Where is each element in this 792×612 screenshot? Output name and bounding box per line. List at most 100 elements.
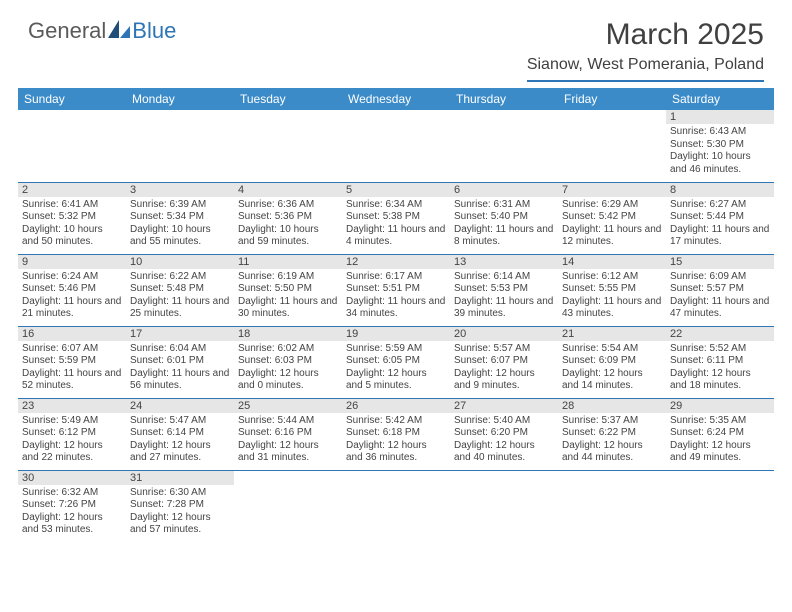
day-body: Sunrise: 5:44 AMSunset: 6:16 PMDaylight:… bbox=[234, 413, 342, 469]
sunrise-text: Sunrise: 6:19 AM bbox=[238, 271, 338, 284]
calendar-cell: 22Sunrise: 5:52 AMSunset: 6:11 PMDayligh… bbox=[666, 326, 774, 398]
day-body: Sunrise: 5:54 AMSunset: 6:09 PMDaylight:… bbox=[558, 341, 666, 397]
sunrise-text: Sunrise: 6:04 AM bbox=[130, 343, 230, 356]
calendar-row: 16Sunrise: 6:07 AMSunset: 5:59 PMDayligh… bbox=[18, 326, 774, 398]
daylight-text: Daylight: 11 hours and 21 minutes. bbox=[22, 296, 122, 321]
daylight-text: Daylight: 11 hours and 47 minutes. bbox=[670, 296, 770, 321]
day-number: 21 bbox=[558, 327, 666, 341]
calendar-cell: 16Sunrise: 6:07 AMSunset: 5:59 PMDayligh… bbox=[18, 326, 126, 398]
day-body: Sunrise: 6:09 AMSunset: 5:57 PMDaylight:… bbox=[666, 269, 774, 325]
sunset-text: Sunset: 5:32 PM bbox=[22, 211, 122, 224]
day-body: Sunrise: 5:42 AMSunset: 6:18 PMDaylight:… bbox=[342, 413, 450, 469]
sunset-text: Sunset: 5:38 PM bbox=[346, 211, 446, 224]
calendar-cell: 21Sunrise: 5:54 AMSunset: 6:09 PMDayligh… bbox=[558, 326, 666, 398]
day-number: 10 bbox=[126, 255, 234, 269]
calendar-cell: 28Sunrise: 5:37 AMSunset: 6:22 PMDayligh… bbox=[558, 398, 666, 470]
sunrise-text: Sunrise: 6:09 AM bbox=[670, 271, 770, 284]
sunset-text: Sunset: 7:26 PM bbox=[22, 499, 122, 512]
sunrise-text: Sunrise: 6:43 AM bbox=[670, 126, 770, 139]
day-body: Sunrise: 6:27 AMSunset: 5:44 PMDaylight:… bbox=[666, 197, 774, 253]
daylight-text: Daylight: 12 hours and 36 minutes. bbox=[346, 440, 446, 465]
calendar-cell: 1Sunrise: 6:43 AMSunset: 5:30 PMDaylight… bbox=[666, 110, 774, 182]
calendar-cell: 8Sunrise: 6:27 AMSunset: 5:44 PMDaylight… bbox=[666, 182, 774, 254]
logo-text-general: General bbox=[28, 18, 106, 44]
weekday-header: Sunday bbox=[18, 88, 126, 110]
calendar-cell: 11Sunrise: 6:19 AMSunset: 5:50 PMDayligh… bbox=[234, 254, 342, 326]
calendar-cell: 25Sunrise: 5:44 AMSunset: 6:16 PMDayligh… bbox=[234, 398, 342, 470]
daylight-text: Daylight: 12 hours and 14 minutes. bbox=[562, 368, 662, 393]
calendar-cell: 19Sunrise: 5:59 AMSunset: 6:05 PMDayligh… bbox=[342, 326, 450, 398]
sunset-text: Sunset: 6:20 PM bbox=[454, 427, 554, 440]
day-body: Sunrise: 6:30 AMSunset: 7:28 PMDaylight:… bbox=[126, 485, 234, 541]
weekday-header: Wednesday bbox=[342, 88, 450, 110]
weekday-header-row: Sunday Monday Tuesday Wednesday Thursday… bbox=[18, 88, 774, 110]
calendar-cell: 9Sunrise: 6:24 AMSunset: 5:46 PMDaylight… bbox=[18, 254, 126, 326]
sunset-text: Sunset: 6:03 PM bbox=[238, 355, 338, 368]
header: GeneralBlue March 2025 Sianow, West Pome… bbox=[0, 0, 792, 88]
sunrise-text: Sunrise: 6:27 AM bbox=[670, 199, 770, 212]
sunset-text: Sunset: 5:42 PM bbox=[562, 211, 662, 224]
sunset-text: Sunset: 5:40 PM bbox=[454, 211, 554, 224]
calendar-cell: 14Sunrise: 6:12 AMSunset: 5:55 PMDayligh… bbox=[558, 254, 666, 326]
day-number: 5 bbox=[342, 183, 450, 197]
calendar-cell: 30Sunrise: 6:32 AMSunset: 7:26 PMDayligh… bbox=[18, 470, 126, 542]
sunset-text: Sunset: 7:28 PM bbox=[130, 499, 230, 512]
day-body: Sunrise: 6:02 AMSunset: 6:03 PMDaylight:… bbox=[234, 341, 342, 397]
day-number: 24 bbox=[126, 399, 234, 413]
day-number: 6 bbox=[450, 183, 558, 197]
sunrise-text: Sunrise: 5:35 AM bbox=[670, 415, 770, 428]
sunset-text: Sunset: 5:44 PM bbox=[670, 211, 770, 224]
day-number: 2 bbox=[18, 183, 126, 197]
day-body: Sunrise: 6:43 AMSunset: 5:30 PMDaylight:… bbox=[666, 124, 774, 180]
daylight-text: Daylight: 11 hours and 52 minutes. bbox=[22, 368, 122, 393]
calendar-cell bbox=[234, 110, 342, 182]
calendar-cell bbox=[450, 110, 558, 182]
daylight-text: Daylight: 11 hours and 4 minutes. bbox=[346, 224, 446, 249]
logo-text-blue: Blue bbox=[132, 18, 176, 44]
day-number: 25 bbox=[234, 399, 342, 413]
day-body: Sunrise: 5:49 AMSunset: 6:12 PMDaylight:… bbox=[18, 413, 126, 469]
calendar-cell bbox=[666, 470, 774, 542]
day-number: 15 bbox=[666, 255, 774, 269]
day-number: 4 bbox=[234, 183, 342, 197]
sunrise-text: Sunrise: 5:47 AM bbox=[130, 415, 230, 428]
daylight-text: Daylight: 11 hours and 56 minutes. bbox=[130, 368, 230, 393]
daylight-text: Daylight: 12 hours and 0 minutes. bbox=[238, 368, 338, 393]
daylight-text: Daylight: 12 hours and 22 minutes. bbox=[22, 440, 122, 465]
day-number: 8 bbox=[666, 183, 774, 197]
daylight-text: Daylight: 12 hours and 31 minutes. bbox=[238, 440, 338, 465]
day-number: 26 bbox=[342, 399, 450, 413]
sunrise-text: Sunrise: 5:40 AM bbox=[454, 415, 554, 428]
day-body: Sunrise: 6:22 AMSunset: 5:48 PMDaylight:… bbox=[126, 269, 234, 325]
day-body: Sunrise: 6:36 AMSunset: 5:36 PMDaylight:… bbox=[234, 197, 342, 253]
daylight-text: Daylight: 11 hours and 34 minutes. bbox=[346, 296, 446, 321]
daylight-text: Daylight: 10 hours and 55 minutes. bbox=[130, 224, 230, 249]
calendar-cell: 31Sunrise: 6:30 AMSunset: 7:28 PMDayligh… bbox=[126, 470, 234, 542]
calendar-cell: 29Sunrise: 5:35 AMSunset: 6:24 PMDayligh… bbox=[666, 398, 774, 470]
calendar-cell: 3Sunrise: 6:39 AMSunset: 5:34 PMDaylight… bbox=[126, 182, 234, 254]
calendar-cell: 13Sunrise: 6:14 AMSunset: 5:53 PMDayligh… bbox=[450, 254, 558, 326]
daylight-text: Daylight: 11 hours and 30 minutes. bbox=[238, 296, 338, 321]
calendar-cell: 2Sunrise: 6:41 AMSunset: 5:32 PMDaylight… bbox=[18, 182, 126, 254]
daylight-text: Daylight: 11 hours and 43 minutes. bbox=[562, 296, 662, 321]
day-body: Sunrise: 6:14 AMSunset: 5:53 PMDaylight:… bbox=[450, 269, 558, 325]
day-number: 20 bbox=[450, 327, 558, 341]
calendar-cell bbox=[450, 470, 558, 542]
day-number: 3 bbox=[126, 183, 234, 197]
sunset-text: Sunset: 6:22 PM bbox=[562, 427, 662, 440]
day-number: 12 bbox=[342, 255, 450, 269]
day-body: Sunrise: 6:34 AMSunset: 5:38 PMDaylight:… bbox=[342, 197, 450, 253]
sunrise-text: Sunrise: 5:59 AM bbox=[346, 343, 446, 356]
calendar-cell: 7Sunrise: 6:29 AMSunset: 5:42 PMDaylight… bbox=[558, 182, 666, 254]
calendar-body: 1Sunrise: 6:43 AMSunset: 5:30 PMDaylight… bbox=[18, 110, 774, 542]
sunrise-text: Sunrise: 6:30 AM bbox=[130, 487, 230, 500]
day-body: Sunrise: 5:57 AMSunset: 6:07 PMDaylight:… bbox=[450, 341, 558, 397]
calendar-cell: 4Sunrise: 6:36 AMSunset: 5:36 PMDaylight… bbox=[234, 182, 342, 254]
daylight-text: Daylight: 12 hours and 9 minutes. bbox=[454, 368, 554, 393]
daylight-text: Daylight: 11 hours and 12 minutes. bbox=[562, 224, 662, 249]
sunrise-text: Sunrise: 6:29 AM bbox=[562, 199, 662, 212]
sunrise-text: Sunrise: 6:32 AM bbox=[22, 487, 122, 500]
sunrise-text: Sunrise: 5:44 AM bbox=[238, 415, 338, 428]
calendar-cell: 17Sunrise: 6:04 AMSunset: 6:01 PMDayligh… bbox=[126, 326, 234, 398]
day-body: Sunrise: 5:37 AMSunset: 6:22 PMDaylight:… bbox=[558, 413, 666, 469]
